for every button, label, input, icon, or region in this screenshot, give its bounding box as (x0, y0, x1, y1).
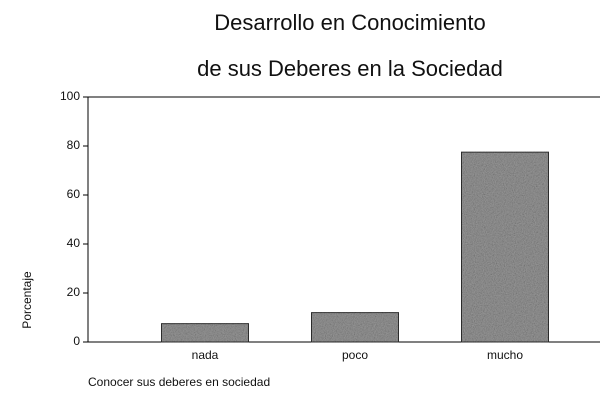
y-tick-label: 60 (67, 187, 81, 201)
y-axis-label: Porcentaje (20, 271, 34, 329)
y-tick-label: 100 (60, 89, 80, 103)
y-tick-label: 0 (73, 334, 80, 348)
x-tick-label: mucho (487, 348, 523, 362)
chart-title: Desarrollo en Conocimiento (214, 10, 485, 35)
x-axis-label: Conocer sus deberes en sociedad (88, 375, 270, 389)
y-tick-label: 40 (67, 236, 81, 250)
x-tick-label: nada (192, 348, 219, 362)
y-tick-label: 20 (67, 285, 81, 299)
bar (461, 151, 549, 343)
bar (161, 323, 249, 343)
chart-title: de sus Deberes en la Sociedad (197, 56, 503, 81)
y-tick-label: 80 (67, 138, 81, 152)
bar (311, 312, 399, 343)
x-tick-label: poco (342, 348, 368, 362)
